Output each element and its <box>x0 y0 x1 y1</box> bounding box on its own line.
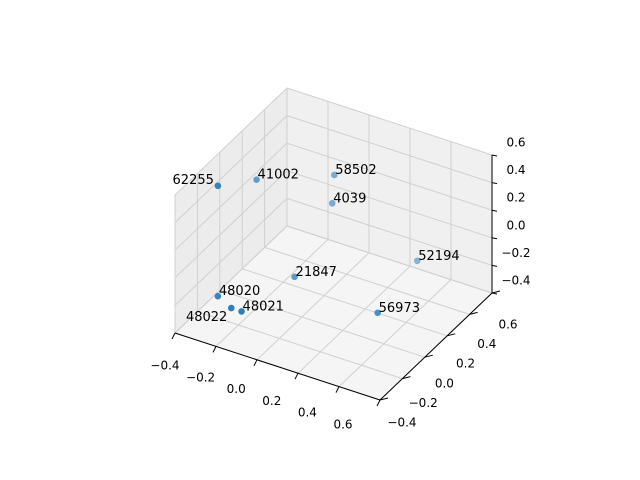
x-gridline <box>338 279 452 387</box>
y-tick-label: −0.4 <box>387 416 416 430</box>
z-tick-label: 0.4 <box>506 163 525 177</box>
y-tick <box>469 311 478 315</box>
y-gridline <box>197 311 403 380</box>
z-gridline <box>174 225 288 334</box>
y-gridline <box>242 268 448 337</box>
point-label: 48021 <box>243 299 284 314</box>
z-gridline <box>174 115 288 223</box>
y-tick <box>402 376 411 380</box>
z-tick <box>491 237 498 240</box>
z-gridline <box>174 142 288 251</box>
floor-pane <box>175 226 492 400</box>
z-gridline <box>174 198 288 306</box>
x-axis-line <box>174 332 381 401</box>
z-tick-label: −0.2 <box>501 246 530 260</box>
point-label: 21847 <box>296 265 337 280</box>
z-gridline <box>286 197 493 266</box>
z-tick-label: 0.0 <box>506 218 525 232</box>
y-gridline <box>286 225 493 294</box>
data-point <box>238 308 245 315</box>
z-gridline <box>286 87 493 156</box>
x-tick-label: 0.2 <box>262 394 281 408</box>
x-tick <box>171 332 176 340</box>
x-tick <box>335 386 340 393</box>
z-gridline <box>174 87 288 196</box>
point-label: 48020 <box>219 284 260 299</box>
z-tick-label: −0.4 <box>501 274 530 288</box>
y-gridline <box>219 289 425 358</box>
data-point <box>328 199 336 207</box>
z-tick <box>491 182 498 185</box>
z-gridline <box>286 115 493 184</box>
data-point <box>228 304 235 312</box>
x-tick-label: −0.4 <box>150 359 179 373</box>
y-tick <box>379 397 389 401</box>
data-point <box>214 292 222 300</box>
data-point <box>253 176 260 183</box>
x-gridline <box>256 252 370 361</box>
y-tick-label: 0.6 <box>498 318 517 332</box>
x-tick-label: 0.4 <box>298 406 317 420</box>
data-point <box>291 273 298 281</box>
data-point <box>374 309 381 317</box>
point-label: 48022 <box>186 310 227 325</box>
point-label: 52194 <box>418 249 459 264</box>
point-label: 62255 <box>173 173 214 188</box>
z-tick <box>491 154 498 157</box>
y-tick <box>491 290 501 294</box>
z-gridline <box>174 170 288 279</box>
x-gridline <box>215 239 329 347</box>
z-gridline <box>286 170 493 239</box>
point-label: 41002 <box>258 168 299 183</box>
y-tick-label: 0.2 <box>456 357 475 371</box>
y-tick-label: 0.4 <box>477 337 496 351</box>
point-label: 56973 <box>379 301 420 316</box>
y-gridline <box>264 246 470 315</box>
x-gridline <box>297 265 411 374</box>
data-point <box>331 171 338 179</box>
left-pane <box>175 88 287 333</box>
x-tick-label: 0.6 <box>333 418 352 432</box>
x-tick-label: 0.0 <box>227 382 246 396</box>
z-tick <box>491 209 498 212</box>
z-tick-label: 0.6 <box>506 136 525 150</box>
back-pane <box>287 88 492 293</box>
point-label: 58502 <box>335 163 376 178</box>
x-tick <box>212 346 217 353</box>
point-label: 4039 <box>333 191 366 206</box>
z-gridline <box>286 142 493 211</box>
x-tick <box>294 372 299 380</box>
data-point <box>214 182 222 190</box>
z-tick <box>491 264 498 267</box>
y-axis-line <box>379 292 493 401</box>
z-tick-label: 0.2 <box>506 191 525 205</box>
y-tick <box>447 333 456 337</box>
x-tick-label: −0.2 <box>186 370 215 384</box>
y-tick <box>424 354 433 358</box>
x-tick <box>376 399 381 407</box>
x-tick <box>253 359 258 367</box>
y-tick-label: 0.0 <box>435 376 454 390</box>
y-tick-label: −0.2 <box>409 396 438 410</box>
data-point <box>413 257 421 265</box>
